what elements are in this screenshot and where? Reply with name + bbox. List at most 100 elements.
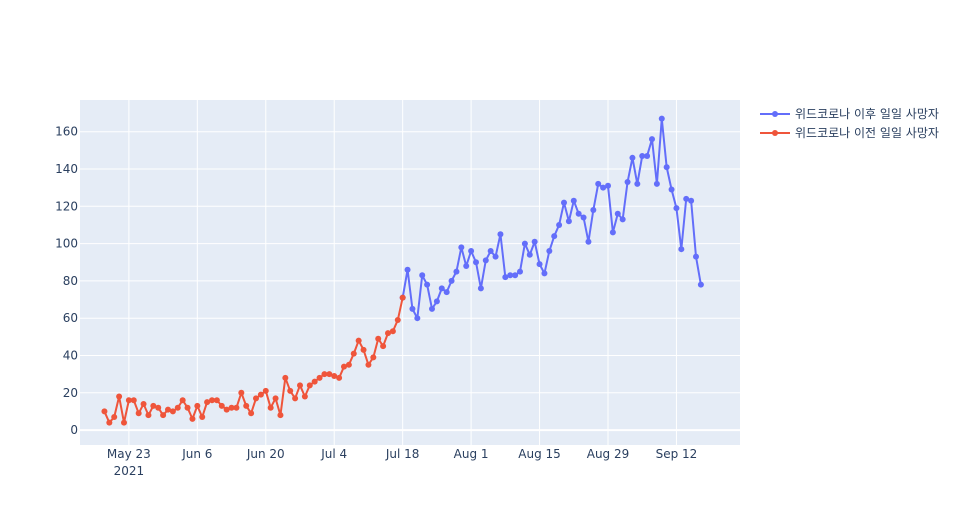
data-point xyxy=(565,218,572,225)
data-point xyxy=(424,281,431,288)
data-point xyxy=(277,412,284,419)
data-point xyxy=(556,221,563,228)
data-point xyxy=(531,238,538,245)
data-point xyxy=(194,402,201,409)
data-point xyxy=(233,404,240,411)
data-point xyxy=(301,393,308,400)
data-point xyxy=(404,266,411,273)
legend-item[interactable]: 위드코로나 이후 일일 사망자 xyxy=(760,107,939,121)
data-point xyxy=(497,231,504,238)
data-point xyxy=(189,415,196,422)
data-point xyxy=(526,251,533,258)
data-point xyxy=(653,180,660,187)
data-point xyxy=(101,408,108,415)
data-point xyxy=(580,214,587,221)
data-point xyxy=(438,285,445,292)
y-tick-label: 140 xyxy=(55,162,78,176)
data-point xyxy=(502,274,509,281)
y-tick-label: 80 xyxy=(63,274,78,288)
data-point xyxy=(639,152,646,159)
data-point xyxy=(272,395,279,402)
data-point xyxy=(370,354,377,361)
data-point xyxy=(477,285,484,292)
data-point xyxy=(507,272,514,279)
data-point xyxy=(238,389,245,396)
legend-item[interactable]: 위드코로나 이전 일일 사망자 xyxy=(760,126,939,140)
data-point xyxy=(199,414,206,421)
data-point xyxy=(375,335,382,342)
data-point xyxy=(316,374,323,381)
data-point xyxy=(683,195,690,202)
data-point xyxy=(365,361,372,368)
data-point xyxy=(218,402,225,409)
data-point xyxy=(209,397,215,404)
data-point xyxy=(619,216,626,223)
data-point xyxy=(297,382,303,389)
series-2 xyxy=(101,294,406,426)
data-point xyxy=(419,272,426,279)
data-point xyxy=(605,182,611,189)
data-point xyxy=(517,268,523,275)
data-point xyxy=(326,371,333,378)
data-point xyxy=(688,197,695,204)
data-point xyxy=(551,233,558,240)
data-point xyxy=(697,281,704,288)
data-point xyxy=(463,262,470,269)
y-tick-label: 0 xyxy=(70,423,78,437)
data-point xyxy=(541,270,548,277)
data-point xyxy=(145,412,152,419)
data-point xyxy=(663,164,670,171)
data-point xyxy=(253,395,259,402)
data-point xyxy=(248,410,255,417)
x-tick-label: Aug 15 xyxy=(518,447,561,461)
data-point xyxy=(106,419,113,426)
data-point xyxy=(389,328,396,335)
data-point xyxy=(345,361,352,368)
data-point xyxy=(204,399,211,406)
data-point xyxy=(409,305,416,312)
x-tick-label: Aug 29 xyxy=(587,447,630,461)
data-point xyxy=(590,207,597,214)
y-axis-ticks: 0 20 40 60 80 100 120 140 160 xyxy=(55,125,78,437)
data-point xyxy=(130,397,137,404)
legend-label: 위드코로나 이전 일일 사망자 xyxy=(795,126,939,140)
data-point xyxy=(458,244,465,251)
data-point xyxy=(150,402,157,409)
data-point xyxy=(223,406,230,413)
data-point xyxy=(443,289,450,296)
data-point xyxy=(135,410,142,417)
data-point xyxy=(399,294,406,301)
data-point xyxy=(341,363,347,370)
data-point xyxy=(331,373,338,379)
y-tick-label: 160 xyxy=(55,125,78,139)
data-point xyxy=(629,154,636,161)
data-point xyxy=(160,412,167,419)
x-tick-label: Jun 6 xyxy=(181,447,212,461)
data-point xyxy=(561,199,567,206)
data-point xyxy=(306,382,313,389)
data-point xyxy=(213,397,220,404)
data-point xyxy=(595,180,602,187)
x-tick-label: Sep 12 xyxy=(656,447,698,461)
data-point xyxy=(521,240,528,247)
data-point xyxy=(360,346,367,353)
x-tick-label: May 23 xyxy=(107,447,151,461)
data-point xyxy=(350,350,357,357)
data-point xyxy=(644,152,651,159)
data-point xyxy=(125,397,132,404)
y-tick-label: 60 xyxy=(63,311,78,325)
data-point xyxy=(570,197,577,204)
series-layer xyxy=(101,115,704,426)
data-point xyxy=(336,374,343,381)
data-point xyxy=(165,406,171,413)
data-point xyxy=(512,272,519,279)
legend-label: 위드코로나 이후 일일 사망자 xyxy=(795,107,939,121)
data-point xyxy=(184,404,191,411)
legend-swatch-marker xyxy=(772,130,778,136)
data-point xyxy=(678,246,685,253)
data-point xyxy=(179,397,186,404)
data-point xyxy=(668,186,675,193)
y-tick-label: 40 xyxy=(63,348,78,362)
